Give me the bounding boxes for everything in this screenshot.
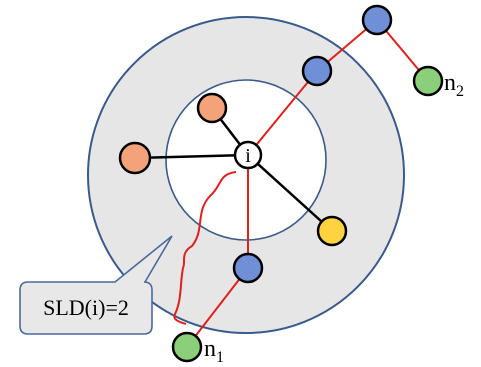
node-n2-label: n2 xyxy=(444,70,464,100)
edge-center-yellow xyxy=(247,154,333,232)
node-blue-lower xyxy=(232,252,264,284)
node-blue-top xyxy=(361,4,393,36)
node-n1-label-sub: 1 xyxy=(216,349,224,366)
node-yellow xyxy=(316,215,348,247)
node-n2-label-sub: 2 xyxy=(456,83,464,100)
node-n1-label-base: n xyxy=(204,336,216,362)
node-orange-left xyxy=(118,141,152,175)
node-n1-label: n1 xyxy=(204,336,224,366)
node-n2-label-base: n xyxy=(444,70,456,96)
edge-center-blue-upper xyxy=(247,70,318,156)
node-center-label: i xyxy=(245,145,251,167)
node-green-n1 xyxy=(171,331,203,363)
sld-callout xyxy=(19,235,173,335)
node-blue-upper xyxy=(301,55,333,87)
node-center-i xyxy=(233,140,263,170)
node-orange-top xyxy=(196,92,228,124)
sld-callout-text: SLD(i)=2 xyxy=(43,295,129,320)
sld-brace xyxy=(173,171,237,325)
edge-center-orange-left xyxy=(134,153,249,160)
edge-blue-lower-n1 xyxy=(186,267,249,348)
node-green-n2 xyxy=(412,65,444,97)
